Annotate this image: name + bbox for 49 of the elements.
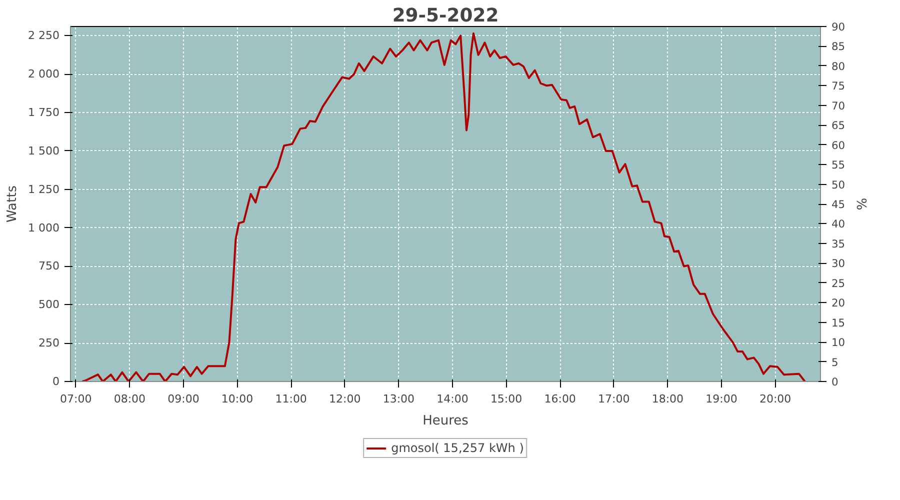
x-tick-label: 08:00 bbox=[114, 392, 146, 406]
x-tick-label: 16:00 bbox=[544, 392, 576, 406]
x-tick-label: 15:00 bbox=[490, 392, 522, 406]
y2-tick-label: 75 bbox=[832, 80, 846, 93]
y2-tick-label: 40 bbox=[832, 218, 846, 231]
y-tick-label: 1 000 bbox=[28, 221, 60, 234]
x-tick-label: 12:00 bbox=[329, 392, 361, 406]
y-tick-label: 1 750 bbox=[28, 106, 60, 120]
x-tick-label: 18:00 bbox=[652, 392, 684, 406]
chart-title: 29-5-2022 bbox=[392, 6, 499, 26]
x-tick-label: 14:00 bbox=[436, 392, 468, 406]
x-tick-label: 10:00 bbox=[221, 392, 254, 406]
y2-axis-title: % bbox=[853, 198, 868, 210]
y2-tick-label: 85 bbox=[832, 40, 846, 54]
y-tick-label: 0 bbox=[52, 375, 60, 388]
y2-tick-label: 65 bbox=[832, 119, 846, 132]
x-tick-label: 19:00 bbox=[706, 392, 738, 406]
line-series bbox=[81, 32, 806, 382]
y-tick-label: 2 000 bbox=[28, 68, 60, 81]
x-tick-label: 07:00 bbox=[60, 392, 92, 406]
y-tick-label: 1 250 bbox=[28, 182, 60, 196]
y2-tick-label: 70 bbox=[832, 99, 846, 112]
y2-tick-label: 10 bbox=[832, 336, 846, 350]
y2-tick-label: 60 bbox=[832, 138, 846, 152]
y-tick-label: 500 bbox=[38, 298, 60, 312]
y2-tick-label: 0 bbox=[832, 376, 838, 388]
y-tick-label: 750 bbox=[38, 260, 60, 273]
y2-tick-label: 5 bbox=[832, 356, 838, 369]
legend-label: gmosol( 15,257 kWh ) bbox=[391, 441, 524, 455]
y-tick-label: 1 500 bbox=[28, 144, 60, 158]
y2-tick-label: 30 bbox=[832, 257, 846, 270]
x-tick-label: 09:00 bbox=[168, 392, 200, 406]
y2-tick-label: 90 bbox=[832, 20, 846, 34]
x-axis-title: Heures bbox=[422, 414, 469, 428]
y-axis-title: Watts bbox=[5, 185, 20, 222]
y2-tick-label: 15 bbox=[832, 316, 846, 330]
x-tick-label: 11:00 bbox=[275, 392, 307, 406]
y2-tick-label: 50 bbox=[832, 178, 846, 192]
y2-tick-label: 80 bbox=[832, 60, 846, 73]
y-tick-label: 250 bbox=[38, 336, 60, 350]
x-tick-label: 20:00 bbox=[759, 392, 792, 406]
y2-tick-label: 45 bbox=[832, 198, 846, 211]
y2-tick-label: 20 bbox=[832, 296, 846, 310]
y2-tick-label: 55 bbox=[832, 158, 846, 172]
y2-tick-label: 25 bbox=[832, 276, 846, 290]
x-tick-label: 17:00 bbox=[598, 392, 630, 406]
y-tick-label: 2 250 bbox=[28, 29, 60, 42]
y2-tick-label: 35 bbox=[832, 237, 846, 250]
x-tick-label: 13:00 bbox=[382, 392, 415, 406]
